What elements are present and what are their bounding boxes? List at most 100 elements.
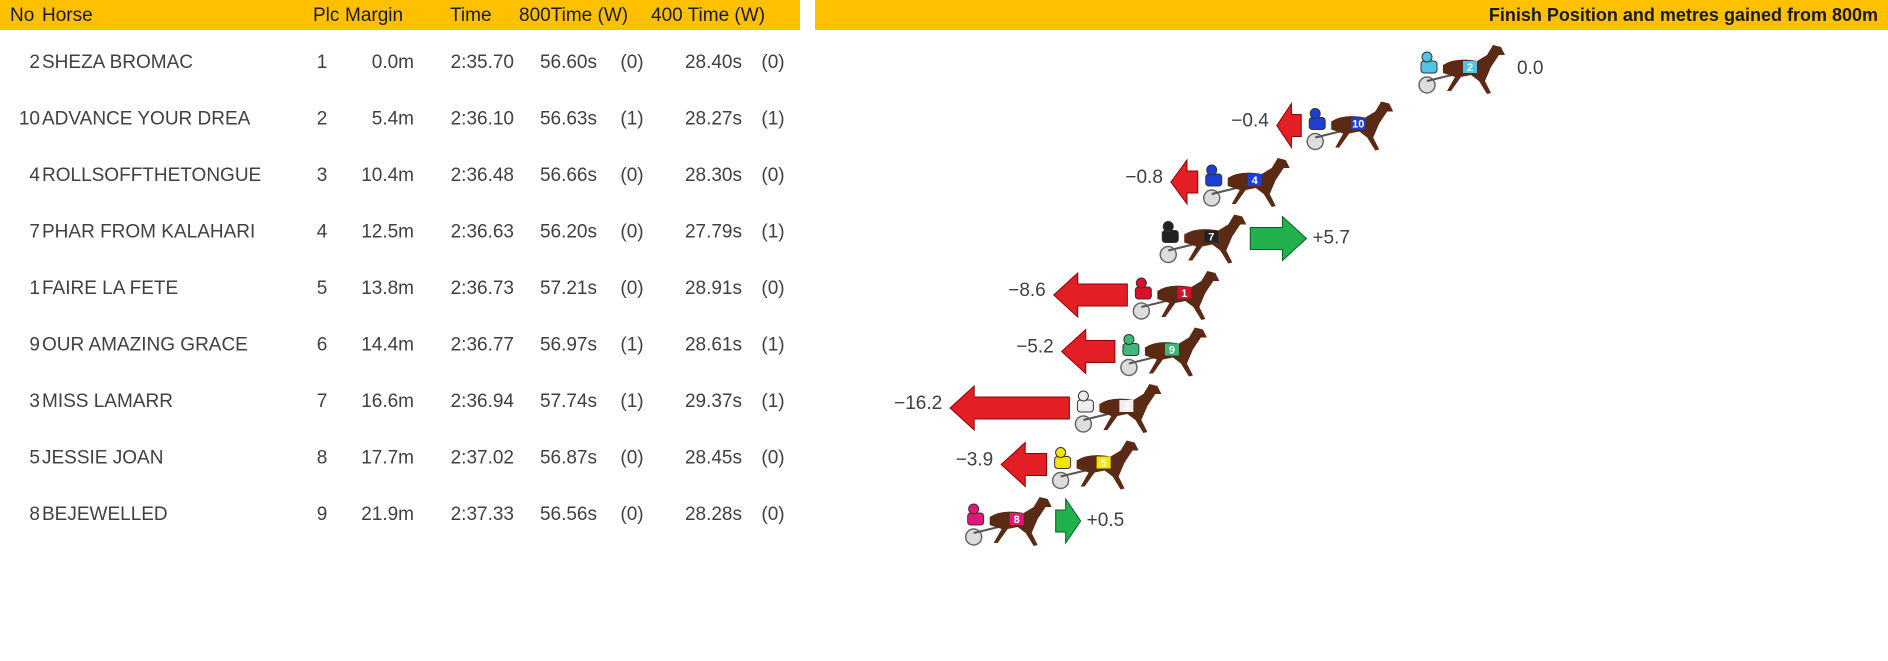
driver [1206, 174, 1222, 186]
horse-icon: 9 [1121, 328, 1207, 377]
table-cell: 5 [29, 448, 40, 469]
horse-icon: 4 [1204, 158, 1290, 207]
horse-icon: 2 [1419, 45, 1505, 94]
driver [968, 513, 984, 525]
table-cell: 16.6m [361, 391, 414, 412]
table-cell: OUR AMAZING GRACE [42, 335, 248, 356]
saddle-number: 9 [1169, 344, 1175, 356]
table-cell: 57.21s [540, 278, 597, 299]
table-cell: 2:36.77 [451, 335, 514, 356]
table-cell: 2:36.63 [451, 222, 514, 243]
driver-helmet [1136, 278, 1146, 288]
driver-helmet [1310, 109, 1320, 119]
table-cell: 56.20s [540, 222, 597, 243]
table-cell: (0) [620, 52, 643, 73]
gain-label: −8.6 [1008, 280, 1046, 301]
saddle-number: 10 [1352, 118, 1364, 130]
table-cell: 3 [29, 391, 40, 412]
table-cell: (0) [761, 448, 784, 469]
gain-label: −0.8 [1125, 167, 1163, 188]
driver [1123, 344, 1139, 356]
table-cell: (1) [620, 391, 643, 412]
gain-label: +0.5 [1087, 510, 1125, 531]
table-cell: (0) [620, 278, 643, 299]
loss-arrow [1171, 160, 1198, 204]
table-cell: (1) [761, 335, 784, 356]
table-cell: BEJEWELLED [42, 504, 168, 525]
table-cell: 7 [29, 222, 40, 243]
table-cell: (1) [761, 222, 784, 243]
table-cell: 56.56s [540, 504, 597, 525]
driver-helmet [1078, 391, 1088, 401]
table-cell: MISS LAMARR [42, 391, 173, 412]
gain-label: +5.7 [1312, 228, 1350, 249]
table-cell: 2:35.70 [451, 52, 514, 73]
table-cell: 8 [29, 504, 40, 525]
gain-label: −16.2 [894, 393, 942, 414]
table-cell: 12.5m [361, 222, 414, 243]
horse-icon: 8 [966, 497, 1052, 546]
horse-icon: 7 [1160, 215, 1246, 264]
table-cell: FAIRE LA FETE [42, 278, 178, 299]
gain-arrow [1056, 499, 1081, 543]
gain-label: −5.2 [1016, 337, 1054, 358]
driver-helmet [1124, 335, 1134, 345]
race-result: Finish Position and metres gained from 8… [0, 0, 1888, 656]
table-cell: (0) [761, 504, 784, 525]
table-cell: 2:36.10 [451, 109, 514, 130]
table-cell: 28.27s [685, 109, 742, 130]
table-cell: 4 [317, 222, 328, 243]
column-header: Margin [345, 5, 403, 26]
gain-arrow [1250, 217, 1306, 261]
driver-helmet [1207, 165, 1217, 175]
table-cell: 6 [317, 335, 328, 356]
table-cell: 21.9m [361, 504, 414, 525]
saddle-number: 7 [1208, 231, 1214, 243]
driver [1077, 400, 1093, 412]
table-cell: 56.87s [540, 448, 597, 469]
column-header: Horse [42, 5, 93, 26]
column-header: 800Time (W) [519, 5, 628, 26]
panel-title: Finish Position and metres gained from 8… [1489, 5, 1878, 25]
table-cell: (1) [761, 391, 784, 412]
saddle-number: 5 [1101, 457, 1107, 469]
column-header: No [10, 5, 34, 26]
horse-icon: 3 [1075, 384, 1161, 433]
table-cell: 3 [317, 165, 328, 186]
table-cell: 1 [317, 52, 328, 73]
column-header: Time [450, 5, 492, 26]
table-cell: (0) [761, 278, 784, 299]
table-cell: ADVANCE YOUR DREA [42, 109, 251, 130]
loss-arrow [1062, 330, 1115, 374]
horse-icon: 1 [1133, 271, 1219, 320]
table-cell: 56.63s [540, 109, 597, 130]
table-cell: 2:36.48 [451, 165, 514, 186]
table-cell: 2:36.94 [451, 391, 515, 412]
table-cell: 14.4m [361, 335, 414, 356]
table-cell: 29.37s [685, 391, 742, 412]
table-cell: 13.8m [361, 278, 414, 299]
table-cell: 2:36.73 [451, 278, 514, 299]
driver [1309, 118, 1325, 130]
table-cell: 8 [317, 448, 328, 469]
table-cell: 5 [317, 278, 328, 299]
table-cell: 0.0m [372, 52, 414, 73]
driver-helmet [1163, 222, 1173, 232]
table-cell: 28.91s [685, 278, 742, 299]
gain-label: 0.0 [1517, 58, 1543, 79]
driver-helmet [1422, 52, 1432, 62]
saddle-number: 3 [1123, 401, 1129, 413]
table-cell: 9 [317, 504, 328, 525]
table-cell: 17.7m [361, 448, 414, 469]
saddle-number: 1 [1181, 288, 1187, 300]
table-cell: (0) [620, 504, 643, 525]
column-header: Plc [313, 5, 339, 26]
table-cell: 28.40s [685, 52, 742, 73]
table-cell: 2:37.33 [451, 504, 514, 525]
table-cell: 27.79s [685, 222, 742, 243]
table-cell: 56.66s [540, 165, 597, 186]
driver [1162, 231, 1178, 243]
table-cell: 2 [29, 52, 40, 73]
table-cell: (1) [620, 109, 643, 130]
table-cell: JESSIE JOAN [42, 448, 163, 469]
